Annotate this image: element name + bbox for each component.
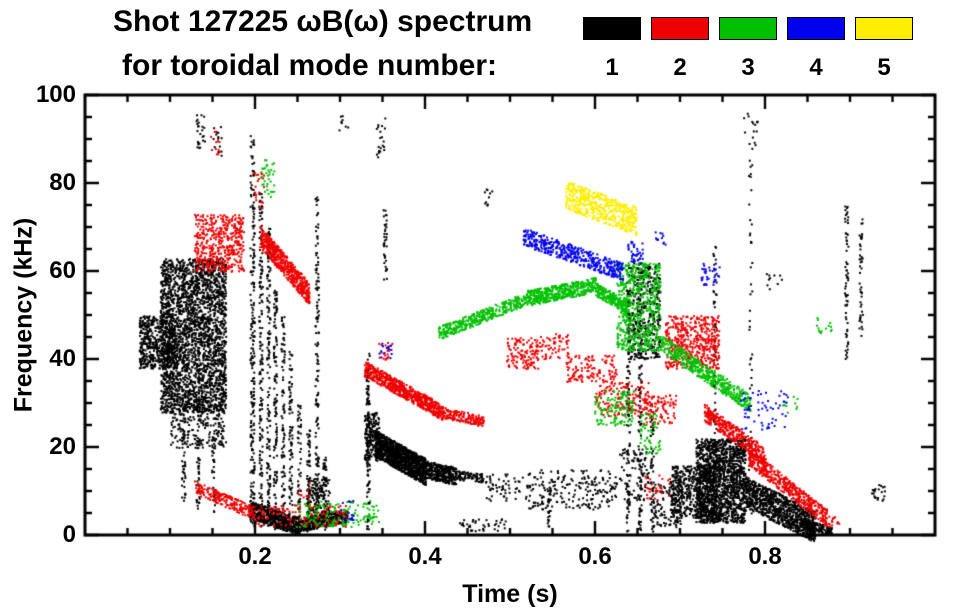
y-tick-label-40: 40 [49,345,76,372]
legend-label-mode-1: 1 [605,54,619,81]
legend-swatch-mode-3 [719,17,777,40]
legend-swatch-mode-4 [787,17,845,40]
legend-label-mode-5: 5 [877,54,891,81]
y-tick-label-80: 80 [49,169,76,196]
y-tick-label-20: 20 [49,433,76,460]
x-tick-label-0.8: 0.8 [748,543,782,570]
legend-numbers: 1 2 3 4 5 [583,54,913,82]
y-tick-label-60: 60 [49,257,76,284]
legend [583,17,913,40]
legend-swatch-mode-2 [651,17,709,40]
x-axis-label: Time (s) [462,580,558,608]
legend-swatch-mode-1 [583,17,641,40]
chart-title: Shot 127225 ωB(ω) spectrum [113,5,533,38]
y-tick-label-0: 0 [62,521,76,548]
x-tick-label-0.2: 0.2 [238,543,272,570]
y-tick-label-100: 100 [35,81,76,108]
legend-swatch-mode-5 [855,17,913,40]
legend-label-mode-2: 2 [673,54,687,81]
y-axis-label: Frequency (kHz) [9,217,38,413]
chart-subtitle: for toroidal mode number: [122,49,497,82]
x-tick-label-0.6: 0.6 [578,543,612,570]
x-tick-label-0.4: 0.4 [408,543,442,570]
legend-label-mode-4: 4 [809,54,823,81]
legend-label-mode-3: 3 [741,54,755,81]
